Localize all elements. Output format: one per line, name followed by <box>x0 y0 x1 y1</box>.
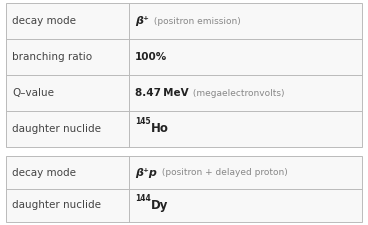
Text: (megaelectronvolts): (megaelectronvolts) <box>191 88 285 97</box>
Text: 144: 144 <box>135 194 151 203</box>
Text: decay mode: decay mode <box>12 16 76 26</box>
Bar <box>6 3 362 147</box>
Text: (positron emission): (positron emission) <box>151 16 240 25</box>
Bar <box>6 156 362 222</box>
Text: 8.47 MeV: 8.47 MeV <box>135 88 188 98</box>
Text: daughter nuclide: daughter nuclide <box>12 200 101 211</box>
Text: 100%: 100% <box>135 52 167 62</box>
Text: daughter nuclide: daughter nuclide <box>12 124 101 134</box>
Bar <box>6 3 362 147</box>
Text: 145: 145 <box>135 117 151 126</box>
Text: decay mode: decay mode <box>12 167 76 178</box>
Text: 145: 145 <box>135 117 151 126</box>
Text: β⁺p: β⁺p <box>135 167 157 178</box>
Text: (positron + delayed proton): (positron + delayed proton) <box>159 168 287 177</box>
Text: Dy: Dy <box>151 199 168 212</box>
Text: Ho: Ho <box>151 122 168 135</box>
Text: branching ratio: branching ratio <box>12 52 92 62</box>
Bar <box>6 156 362 222</box>
Text: β⁺: β⁺ <box>135 16 149 26</box>
Text: Q–value: Q–value <box>12 88 54 98</box>
Text: 144: 144 <box>135 194 151 203</box>
